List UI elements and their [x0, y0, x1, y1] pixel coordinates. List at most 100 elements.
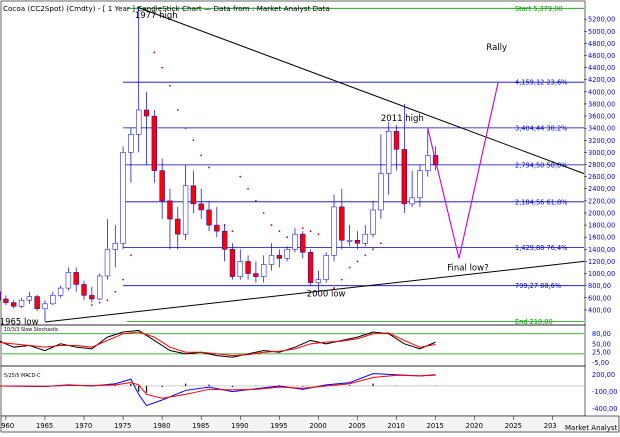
candle-up	[112, 243, 118, 250]
candle-down	[151, 115, 158, 171]
stochastic-title: 10/3/3 Slow Stochastic	[4, 327, 59, 333]
candle-down	[221, 230, 228, 250]
sar-dot	[208, 166, 210, 169]
sar-dot	[270, 224, 273, 226]
y-tick-label: 3600,00	[588, 113, 615, 121]
sar-dot	[231, 230, 234, 233]
candle-up	[362, 233, 368, 244]
y-tick-label: 2200,00	[588, 197, 615, 205]
candle-down	[89, 295, 95, 300]
x-tick-label: 1995	[270, 422, 287, 430]
macd-tick-label: 200,00	[592, 371, 615, 379]
sar-dot	[114, 290, 117, 293]
y-tick-label: 2800,00	[588, 161, 615, 169]
candle-down	[159, 170, 165, 202]
candle-up	[120, 152, 126, 244]
candle-up	[409, 197, 415, 205]
sar-dot	[184, 127, 187, 130]
sar-dot	[340, 278, 343, 281]
y-tick-label: 2400,00	[588, 185, 615, 193]
stochastic-tick-label: 80,00	[592, 330, 611, 338]
candle-up	[26, 296, 33, 301]
watermark: Market Analyst 6	[565, 424, 620, 432]
sar-dot	[98, 301, 101, 304]
y-tick-label: 5200,00	[588, 16, 615, 24]
stochastic-tick-label: 50,00	[592, 340, 611, 348]
y-tick-label: 4200,00	[588, 76, 615, 84]
candle-up	[346, 239, 353, 242]
x-tick-label: 2005	[348, 422, 365, 430]
y-tick-label: 4800,00	[588, 40, 615, 48]
sar-dot	[254, 199, 257, 202]
candle-down	[81, 284, 87, 296]
candle-down	[0, 291, 1, 301]
candle-up	[370, 209, 376, 235]
candle-down	[276, 255, 283, 259]
candle-up	[42, 303, 48, 309]
candle-up	[425, 155, 431, 171]
trend-line	[44, 260, 585, 323]
sar-dot	[348, 266, 351, 269]
candle-down	[307, 252, 314, 283]
x-tick-label: 1980	[153, 422, 170, 430]
candle-up	[331, 206, 337, 256]
candle-down	[214, 224, 220, 232]
fib-level-label: 4,159,12 23,6%	[515, 79, 567, 87]
fib-level-label: 2,184,56 61,8%	[515, 198, 567, 206]
sar-dot	[200, 154, 203, 157]
sar-dot	[278, 230, 281, 233]
x-tick-label: 1975	[114, 422, 131, 430]
candle-up	[261, 264, 267, 277]
y-tick-label: 2000,00	[588, 209, 615, 217]
candle-down	[190, 185, 197, 205]
candle-down	[339, 206, 345, 241]
y-tick-label: 3400,00	[588, 125, 615, 133]
sar-dot	[129, 254, 132, 257]
y-tick-label: 1600,00	[588, 234, 615, 242]
candle-down	[206, 209, 212, 226]
annotation-label: 2011 high	[381, 114, 424, 124]
candle-up	[417, 170, 423, 199]
candle-down	[253, 273, 259, 277]
chart-title: Cocoa (CC2Spot) (Cmdty) - [ 1 Year ] Can…	[3, 4, 330, 13]
candle-up	[386, 130, 392, 174]
candle-up	[96, 275, 103, 300]
candle-down	[393, 130, 400, 150]
sar-dot	[106, 299, 109, 302]
y-tick-label: 3200,00	[588, 137, 615, 145]
candle-down	[300, 233, 306, 253]
annotation-label: 2000 low	[307, 290, 346, 300]
x-tick-label: 1960	[0, 422, 14, 430]
fib-level-label: 2,794,50 50,0%	[515, 161, 567, 169]
y-tick-label: 4600,00	[588, 52, 615, 60]
candle-up	[65, 272, 72, 289]
sar-dot	[161, 66, 164, 69]
fib-level-label: 3,404,44 38,2%	[515, 124, 567, 132]
fib-level-label: 1,429,88 76,4%	[515, 244, 567, 252]
candle-up	[18, 299, 25, 307]
candle-down	[354, 239, 361, 244]
sar-dot	[122, 278, 124, 281]
annotation-label: Rally	[486, 43, 507, 53]
sar-dot	[317, 233, 320, 236]
projection-path	[427, 82, 499, 259]
sar-dot	[333, 287, 335, 289]
x-tick-label: 1970	[75, 422, 92, 430]
stochastic-panel-frame	[0, 324, 586, 367]
stochastic-tick-label: 25,00	[592, 349, 611, 357]
candle-down	[198, 203, 204, 211]
y-tick-label: 3800,00	[588, 100, 615, 108]
candle-down	[3, 298, 9, 303]
candle-down	[34, 296, 40, 309]
candle-down	[167, 200, 173, 220]
y-tick-label: 4000,00	[588, 88, 615, 96]
candle-up	[323, 255, 329, 280]
x-tick-label: 2020	[466, 422, 483, 430]
sar-dot	[239, 175, 242, 178]
candle-down	[245, 261, 251, 274]
sar-dot	[153, 51, 156, 54]
candle-down	[73, 272, 79, 285]
candle-up	[50, 295, 56, 305]
y-tick-label: 2600,00	[588, 173, 615, 181]
candle-down	[401, 149, 407, 205]
